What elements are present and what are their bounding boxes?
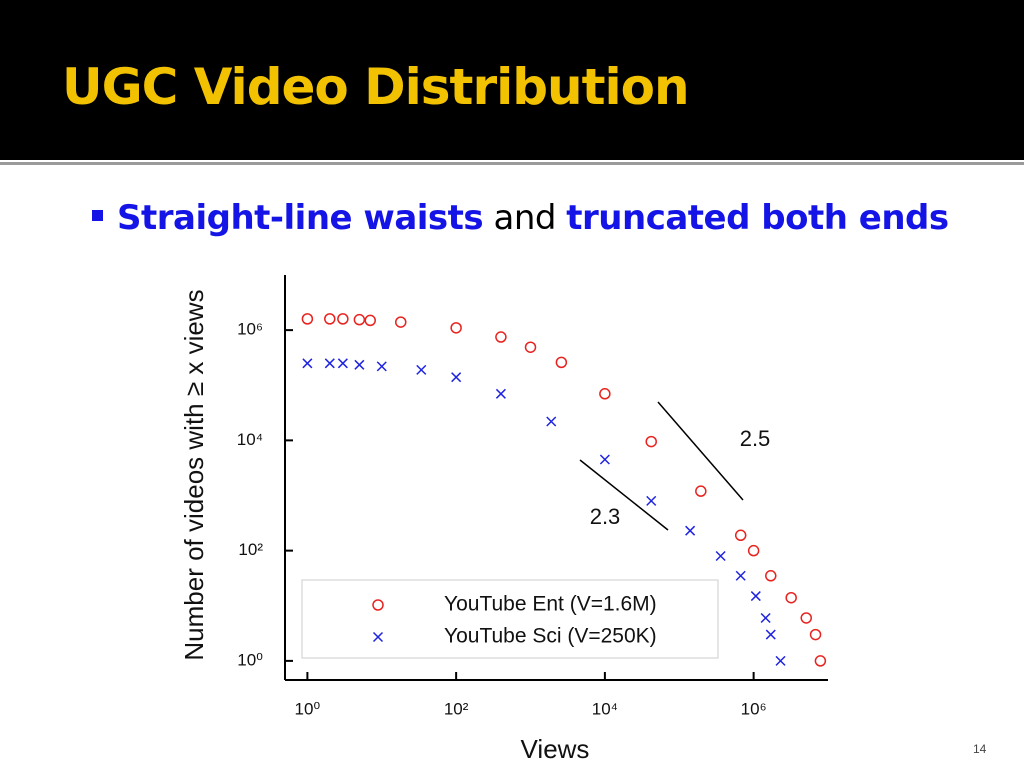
point — [800, 612, 813, 624]
y-tick-label: 10⁶ — [237, 320, 263, 339]
point — [645, 435, 657, 448]
point — [809, 628, 822, 641]
header-rule — [0, 162, 1024, 165]
point — [495, 331, 507, 343]
point — [353, 313, 366, 326]
point — [599, 388, 611, 400]
header-bar — [0, 0, 1024, 160]
bullet: Straight-line waists and truncated both … — [92, 198, 949, 238]
point — [814, 655, 827, 667]
y-tick-label: 10² — [238, 540, 263, 559]
point — [546, 416, 557, 427]
bullet-text: Straight-line waists — [117, 198, 484, 238]
point — [750, 591, 761, 602]
slope-line — [579, 459, 669, 531]
point — [765, 629, 776, 640]
point — [364, 314, 376, 327]
annotation: 2.5 — [740, 426, 771, 451]
bullet-text: truncated both ends — [566, 198, 949, 238]
point — [695, 485, 707, 497]
bullet-marker — [92, 210, 103, 221]
x-axis-label: Views — [521, 734, 590, 764]
legend-box — [301, 579, 719, 659]
bullet-text: and — [493, 198, 556, 238]
point — [555, 356, 568, 369]
point — [354, 359, 365, 370]
point — [451, 372, 462, 383]
point — [524, 341, 537, 353]
point — [747, 544, 760, 557]
point — [301, 313, 314, 325]
point — [495, 388, 506, 399]
y-tick-label: 10⁴ — [237, 430, 263, 449]
point — [376, 361, 387, 372]
y-axis-label: Number of videos with ≥ x views — [179, 289, 209, 660]
point — [394, 316, 407, 328]
legend-marker — [372, 631, 384, 643]
x-tick-label: 10² — [444, 699, 469, 718]
point — [715, 550, 726, 562]
legend-label: YouTube Sci (V=250K) — [444, 625, 657, 648]
page-number: 14 — [973, 742, 987, 756]
annotation: 2.3 — [590, 504, 621, 529]
legend-marker — [372, 599, 384, 611]
point — [302, 358, 313, 369]
point — [337, 313, 349, 325]
x-tick-label: 10⁶ — [741, 699, 767, 718]
point — [765, 570, 777, 582]
y-tick-label: 10⁰ — [237, 650, 263, 669]
point — [599, 454, 610, 465]
point — [760, 612, 771, 624]
point — [337, 358, 348, 369]
point — [324, 358, 335, 369]
slide-title: UGC Video Distribution — [62, 58, 690, 116]
point — [734, 529, 747, 542]
point — [775, 655, 786, 666]
slope-line — [657, 401, 744, 501]
x-tick-label: 10⁴ — [592, 699, 618, 718]
point — [685, 525, 696, 536]
legend-label: YouTube Ent (V=1.6M) — [444, 593, 657, 616]
point — [785, 591, 797, 604]
point — [416, 364, 427, 375]
point — [646, 495, 657, 506]
point — [450, 322, 462, 334]
point — [735, 570, 746, 581]
point — [324, 313, 336, 325]
x-tick-label: 10⁰ — [295, 699, 321, 718]
